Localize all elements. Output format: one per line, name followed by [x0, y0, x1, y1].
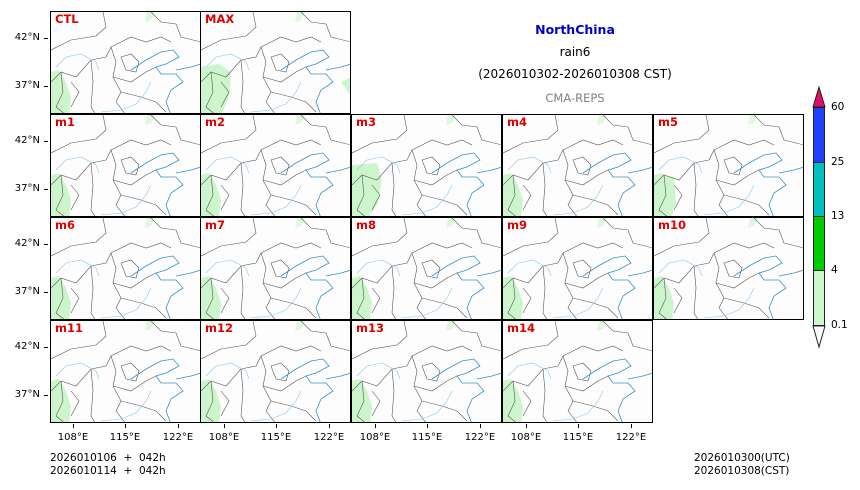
panel-label: m6 — [55, 218, 75, 232]
colorbar-segment-4-13 — [813, 216, 825, 271]
panel-label: MAX — [205, 12, 235, 26]
y-tick-42n: 42°N — [2, 341, 48, 352]
map-panel-m7: m7 — [200, 217, 351, 320]
x-tick-122e: 122°E — [153, 424, 203, 443]
y-tick-42n: 42°N — [2, 238, 48, 249]
colorbar-label-13: 13 — [831, 210, 845, 222]
issue-time-cst: 2026010308(CST) — [694, 465, 790, 477]
y-tick-42n: 42°N — [2, 135, 48, 146]
colorbar-label-4: 4 — [831, 264, 838, 276]
map-panel-m3: m3 — [351, 114, 502, 217]
x-tick-108e: 108°E — [199, 424, 249, 443]
map-panel-m10: m10 — [653, 217, 804, 320]
model-title: CMA-REPS — [545, 91, 605, 105]
x-tick-115e: 115°E — [402, 424, 452, 443]
map-panel-m4: m4 — [502, 114, 653, 217]
variable-title: rain6 — [559, 45, 591, 59]
y-tick-37n: 37°N — [2, 286, 48, 297]
colorbar-label-25: 25 — [831, 156, 845, 168]
panel-label: CTL — [55, 12, 79, 26]
panel-label: m1 — [55, 115, 75, 129]
y-tick-37n: 37°N — [2, 80, 48, 91]
panel-label: m2 — [205, 115, 225, 129]
x-tick-108e: 108°E — [48, 424, 98, 443]
panel-label: m10 — [658, 218, 686, 232]
x-tick-122e: 122°E — [455, 424, 505, 443]
map-panel-m14: m14 — [502, 320, 653, 423]
x-tick-108e: 108°E — [501, 424, 551, 443]
map-panel-m1: m1 — [50, 114, 201, 217]
y-tick-42n: 42°N — [2, 32, 48, 43]
issue-time-utc: 2026010300(UTC) — [694, 452, 790, 464]
panel-label: m9 — [507, 218, 527, 232]
colorbar-segment-0.1-4 — [813, 270, 825, 326]
map-panel-m2: m2 — [200, 114, 351, 217]
x-tick-122e: 122°E — [606, 424, 656, 443]
y-tick-37n: 37°N — [2, 389, 48, 400]
panel-label: m7 — [205, 218, 225, 232]
region-title: NorthChina — [535, 22, 615, 37]
panel-label: m4 — [507, 115, 527, 129]
map-panel-m9: m9 — [502, 217, 653, 320]
panel-label: m5 — [658, 115, 678, 129]
map-panel-m8: m8 — [351, 217, 502, 320]
map-panel-m6: m6 — [50, 217, 201, 320]
map-panel-max: MAX — [200, 11, 351, 114]
init-time-1: 2026010106 + 042h — [50, 452, 166, 464]
x-tick-108e: 108°E — [350, 424, 400, 443]
panel-label: m12 — [205, 321, 233, 335]
map-panel-m12: m12 — [200, 320, 351, 423]
panel-label: m14 — [507, 321, 535, 335]
y-tick-37n: 37°N — [2, 183, 48, 194]
panel-label: m3 — [356, 115, 376, 129]
colorbar-extend-min-icon — [812, 325, 826, 349]
x-tick-115e: 115°E — [100, 424, 150, 443]
panel-label: m13 — [356, 321, 384, 335]
colorbar-segment-13-25 — [813, 162, 825, 217]
colorbar-label-0.1: 0.1 — [831, 319, 848, 331]
colorbar-extend-max-icon — [812, 86, 826, 108]
x-tick-122e: 122°E — [304, 424, 354, 443]
period-title: (2026010302-2026010308 CST) — [478, 67, 672, 81]
x-tick-115e: 115°E — [553, 424, 603, 443]
map-panel-m13: m13 — [351, 320, 502, 423]
panel-label: m8 — [356, 218, 376, 232]
x-tick-115e: 115°E — [251, 424, 301, 443]
colorbar-segment-25-60 — [813, 107, 825, 163]
map-panel-m5: m5 — [653, 114, 804, 217]
panel-label: m11 — [55, 321, 83, 335]
map-panel-ctl: CTL — [50, 11, 201, 114]
colorbar-label-60: 60 — [831, 101, 845, 113]
map-panel-m11: m11 — [50, 320, 201, 423]
init-time-2: 2026010114 + 042h — [50, 465, 166, 477]
